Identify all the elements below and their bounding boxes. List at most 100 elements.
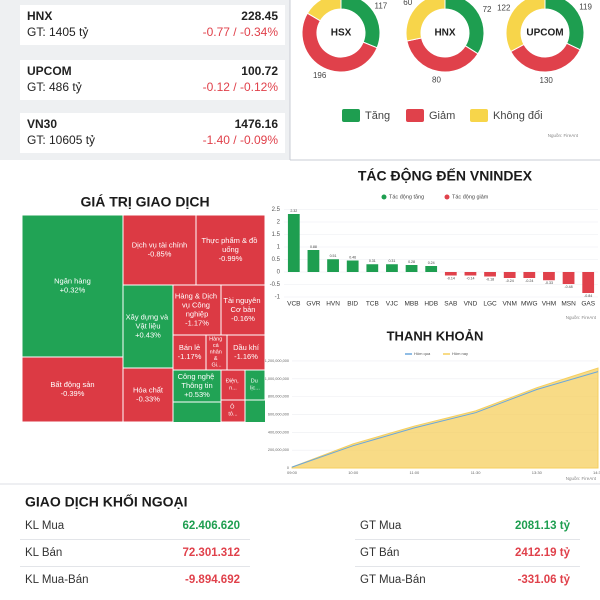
x-tick-label: GAS xyxy=(581,301,595,308)
value-label: -0.24 xyxy=(506,279,514,283)
donut-title: HSX xyxy=(331,28,352,39)
treemap-label: Ngân hàng xyxy=(54,276,91,285)
x-tick-label: 11:00 xyxy=(410,470,420,475)
treemap-label: Du lịc... xyxy=(250,379,260,392)
donut-title: HNX xyxy=(434,28,455,39)
legend-marker xyxy=(444,194,450,200)
index-change: -0.77 / -0.34% xyxy=(203,25,279,39)
x-tick-label: VCB xyxy=(287,301,300,308)
value-label: 0.88 xyxy=(310,245,317,249)
donut-label: 72 xyxy=(483,5,492,14)
foreign-title: GIAO DỊCH KHỐI NGOẠI xyxy=(25,493,188,510)
source-note: Nguồn: FireAnt xyxy=(566,315,597,320)
value-label: 0.51 xyxy=(330,254,337,258)
x-tick-label: 10:00 xyxy=(348,470,359,475)
legend-swatch xyxy=(470,109,488,122)
treemap-change: -0.85% xyxy=(148,249,172,258)
treemap-label: Xây dựng và Vật liệu xyxy=(126,312,171,330)
y-tick-label: -1 xyxy=(275,295,281,301)
treemap-label: Thực phẩm & đồ uống xyxy=(202,236,260,254)
bar xyxy=(464,272,477,276)
bar xyxy=(346,260,359,272)
treemap-label: Dịch vụ tài chính xyxy=(132,240,187,249)
x-tick-label: HDB xyxy=(424,301,438,308)
index-card xyxy=(20,113,285,153)
legend-swatch xyxy=(406,109,424,122)
donut-label: 196 xyxy=(313,71,327,80)
legend-label: Tác động tăng xyxy=(389,194,424,200)
bar xyxy=(405,265,418,272)
y-tick-label: -0.5 xyxy=(270,282,281,288)
row-label: GT Mua-Bán xyxy=(360,574,426,586)
treemap-label: Dầu khí xyxy=(233,343,260,352)
legend-label: Hôm nay xyxy=(452,351,468,356)
donut-segment xyxy=(505,0,546,53)
donut-segment xyxy=(306,0,342,22)
y-tick-label: 0 xyxy=(287,466,289,470)
value-label: -0.84 xyxy=(584,294,592,298)
treemap-label: Bán lẻ xyxy=(179,343,200,352)
value-label: 0.24 xyxy=(428,261,435,265)
x-tick-label: 13:30 xyxy=(532,470,543,475)
value-label: 2.32 xyxy=(290,209,297,213)
row-value: 62.406.620 xyxy=(182,520,240,532)
value-label: -0.24 xyxy=(525,279,533,283)
bar xyxy=(543,272,555,281)
donut-segment xyxy=(405,0,446,42)
row-label: KL Bán xyxy=(25,547,62,559)
source-note: Nguồn: FireAnt xyxy=(548,133,579,138)
treemap-cell xyxy=(21,356,124,423)
value-label: -0.14 xyxy=(447,276,455,280)
treemap-label: Hóa chất xyxy=(133,385,164,394)
treemap-filler xyxy=(173,402,221,422)
row-value: 2412.19 tỷ xyxy=(515,547,571,559)
x-tick-label: MSN xyxy=(561,301,576,308)
y-tick-label: 200,000,000 xyxy=(268,448,289,452)
donut-label: 119 xyxy=(579,2,592,11)
legend-swatch xyxy=(342,109,360,122)
treemap-label: Công nghệ Thông tin xyxy=(178,372,217,390)
x-tick-label: LGC xyxy=(483,301,497,308)
line xyxy=(291,371,599,468)
treemap-change: -1.17% xyxy=(178,352,202,361)
value-label: 0.28 xyxy=(408,260,415,264)
liquidity-title: THANH KHOẢN xyxy=(387,328,484,343)
bar xyxy=(484,272,496,277)
x-tick-label: VNM xyxy=(502,301,516,308)
donut-label: 122 xyxy=(497,4,511,13)
bar xyxy=(287,214,300,272)
y-tick-label: 0.5 xyxy=(272,257,281,263)
x-tick-label: SAB xyxy=(444,301,457,308)
treemap-cell xyxy=(122,367,174,423)
treemap-cell xyxy=(195,214,266,286)
index-value: 1476.16 xyxy=(235,117,279,131)
y-tick-label: 2.5 xyxy=(272,207,281,213)
index-name: VN30 xyxy=(27,117,57,131)
treemap-cell xyxy=(172,284,222,336)
treemap-change: -1.17% xyxy=(185,318,209,327)
index-change: -0.12 / -0.12% xyxy=(203,80,279,94)
y-tick-label: 1 xyxy=(277,245,281,251)
bar xyxy=(503,272,516,278)
treemap-change: -0.99% xyxy=(219,254,243,263)
index-turnover: GT: 10605 tỷ xyxy=(27,133,95,147)
treemap-label: Bất động sản xyxy=(50,380,94,389)
y-tick-label: 400,000,000 xyxy=(268,430,289,434)
index-name: HNX xyxy=(27,9,52,23)
row-label: KL Mua-Bán xyxy=(25,574,89,586)
x-tick-label: MBB xyxy=(405,301,419,308)
y-tick-label: 600,000,000 xyxy=(268,412,289,416)
treemap-change: +0.43% xyxy=(135,330,161,339)
treemap-cell xyxy=(172,369,222,403)
x-tick-label: GVR xyxy=(306,301,320,308)
donut-segment xyxy=(510,42,581,73)
donut-segment xyxy=(301,12,378,73)
treemap-change: -0.16% xyxy=(231,314,255,323)
treemap-label: Hàng & Dịch vụ Công nghiệp xyxy=(175,291,219,318)
x-tick-label: HVN xyxy=(326,301,340,308)
treemap-cell xyxy=(21,214,124,358)
bar xyxy=(523,272,536,278)
x-tick-label: 09:00 xyxy=(287,470,298,475)
